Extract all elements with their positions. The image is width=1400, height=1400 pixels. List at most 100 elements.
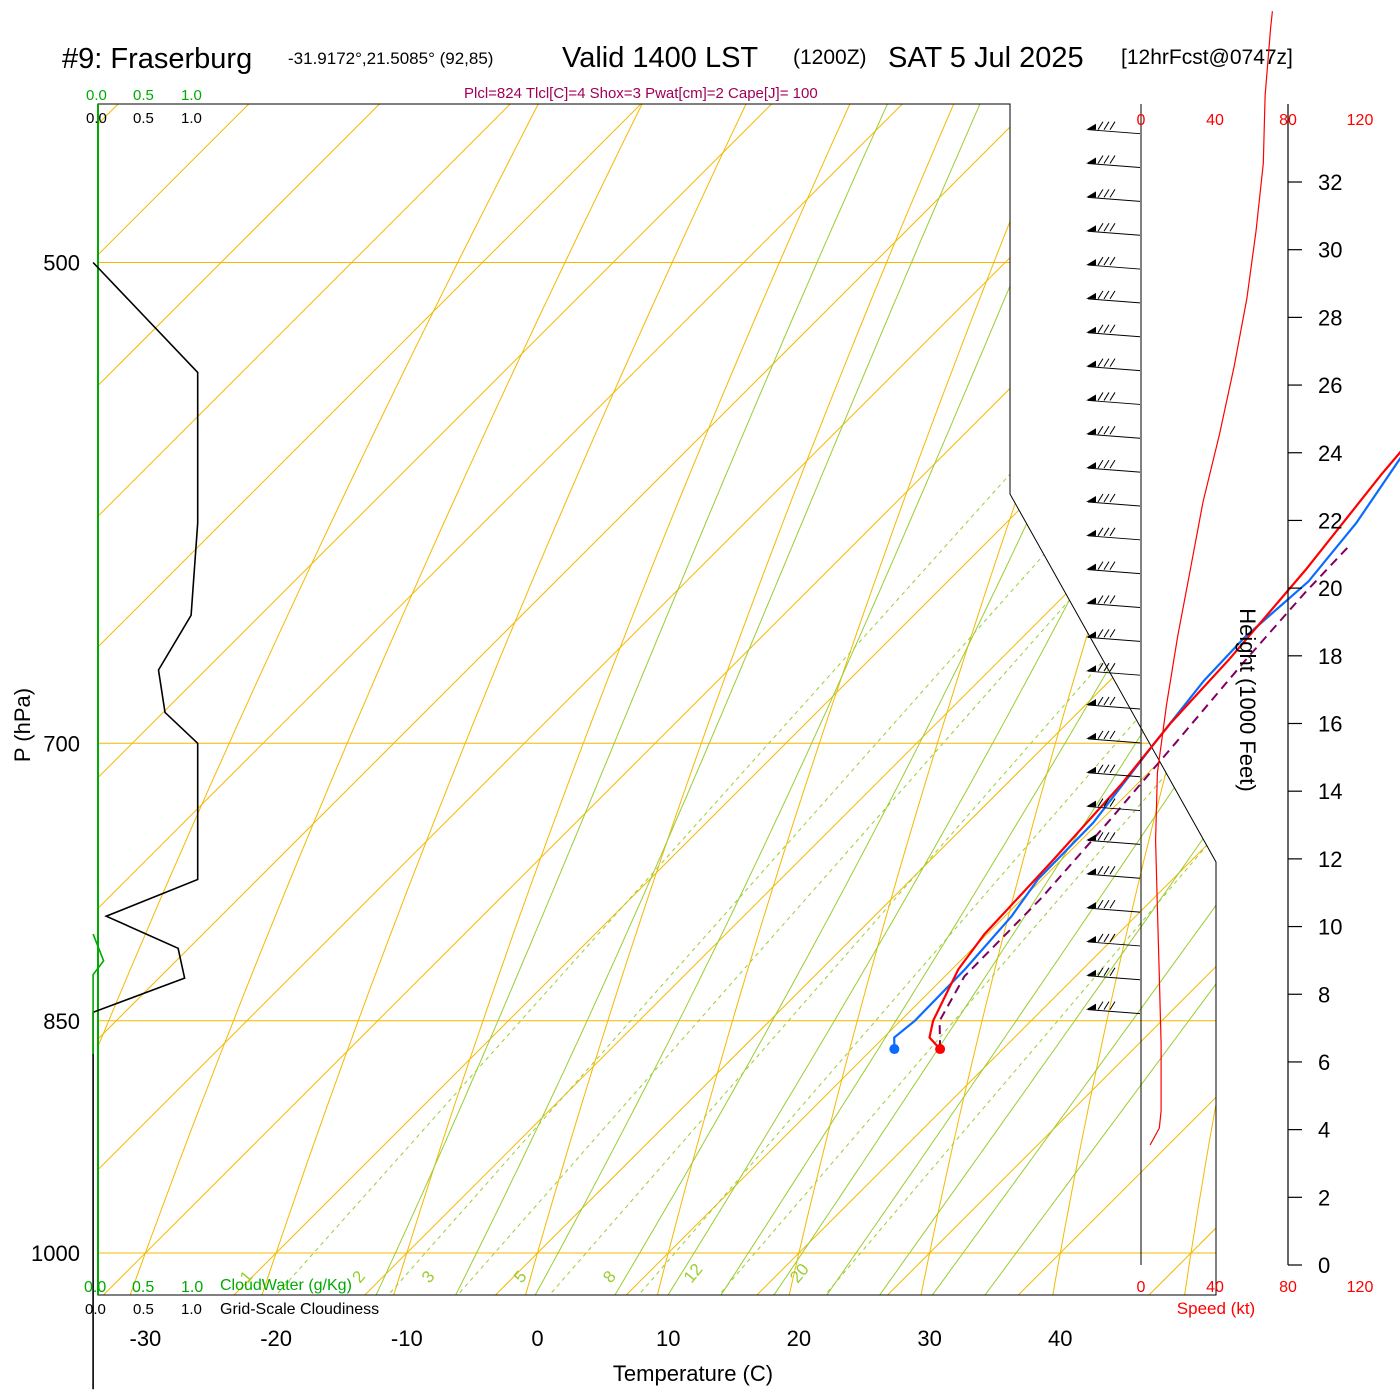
wind-barb-feather: [1097, 256, 1104, 266]
wind-barb-feather: [1109, 459, 1116, 469]
height-tick-label: 20: [1318, 576, 1342, 601]
speed-scale-top: 0 40 80 120: [1137, 112, 1374, 129]
wind-barb-staff: [1087, 569, 1141, 575]
wind-barb-feather: [1097, 662, 1104, 672]
wind-barb-feather: [1097, 967, 1104, 977]
mixing-ratio-label: 20: [786, 1260, 813, 1287]
wind-barb-feather: [1097, 358, 1104, 367]
wind-barb-staff: [1087, 264, 1141, 270]
isotherm-line: [98, 104, 1216, 1295]
wind-barb-staff: [1087, 975, 1141, 981]
wind-barb-flag: [1086, 495, 1096, 502]
wind-barb-feather: [1109, 493, 1116, 503]
height-tick-label: 24: [1318, 441, 1342, 466]
cloudiness-label: Grid-Scale Cloudiness: [220, 1301, 379, 1318]
wind-barb-flag: [1086, 699, 1096, 706]
wind-barb: [1086, 899, 1141, 913]
isotherm-line: [98, 104, 1216, 1295]
temperature-tick-label: -30: [130, 1326, 162, 1351]
wind-barb-staff: [1087, 129, 1141, 135]
wind-barb-feather: [1103, 967, 1110, 977]
mixing-ratio-line: [801, 104, 1216, 1295]
wind-barb-staff: [1087, 670, 1141, 676]
station-title: #9: Fraserburg: [62, 43, 252, 75]
temperature-axis: -30 -20 -10 0 10 20 30 40: [130, 1326, 1073, 1351]
isotherm-line: [859, 104, 1216, 1295]
wind-barb-staff: [1087, 399, 1141, 405]
wind-barb: [1086, 730, 1141, 744]
wind-barb-flag: [1086, 868, 1096, 875]
height-tick-label: 16: [1318, 712, 1342, 737]
wind-barb-feather: [1097, 426, 1104, 435]
y-axis-label: P (hPa): [10, 688, 35, 762]
wind-barb-feather: [1109, 967, 1116, 977]
pressure-tick-label: 700: [43, 731, 80, 756]
wind-barb-feather: [1103, 324, 1110, 334]
wind-barb-flag: [1086, 631, 1096, 638]
cloudiness-tick: 0.0: [86, 110, 107, 127]
temperature-tick-label: 30: [917, 1326, 941, 1351]
wind-barb-staff: [1087, 230, 1141, 236]
wind-barb-flag: [1086, 766, 1096, 773]
wind-barb-flag: [1086, 597, 1096, 604]
height-tick-label: 26: [1318, 373, 1342, 398]
wind-barb-feather: [1103, 459, 1110, 469]
temperature-tick-label: -10: [391, 1326, 423, 1351]
wind-barb-staff: [1087, 1009, 1141, 1015]
wind-barb-feather: [1103, 696, 1110, 706]
station-coords: -31.9172°,21.5085° (92,85): [288, 49, 493, 68]
speed-tick: 40: [1206, 1279, 1224, 1296]
wind-barb-feather: [1103, 865, 1110, 875]
wind-barb-feather: [1103, 1001, 1110, 1010]
grid-layer: [98, 104, 1216, 1295]
wind-barb: [1086, 967, 1141, 981]
wind-barb: [1086, 290, 1141, 304]
dry-adiabat-lines: [98, 104, 1216, 1295]
wind-barb-staff: [1087, 806, 1141, 812]
wind-barb-staff: [1087, 772, 1141, 778]
mixing-ratio-label: 3: [418, 1267, 439, 1286]
wind-barb-feather: [1109, 392, 1116, 401]
moist-adiabat-line: [650, 104, 1216, 1295]
wind-barb-feather: [1103, 290, 1110, 300]
cloud-water-line: [92, 933, 105, 1054]
temperature-tick-label: 0: [531, 1326, 543, 1351]
moist-adiabat-line: [598, 104, 1216, 1295]
stability-indices: Plcl=824 Tlcl[C]=4 Shox=3 Pwat[cm]=2 Cap…: [464, 85, 818, 102]
wind-barb-staff: [1087, 433, 1141, 439]
height-tick-label: 28: [1318, 305, 1342, 330]
wind-barb: [1086, 527, 1141, 541]
wind-barb-staff: [1087, 636, 1141, 642]
wind-barb-feather: [1103, 527, 1110, 537]
wind-barb-feather: [1109, 155, 1116, 164]
wind-barb-staff: [1087, 873, 1141, 879]
dry-adiabat-line: [98, 104, 1035, 1295]
mixing-ratio-line: [363, 104, 1216, 1295]
wind-barb-flag: [1086, 259, 1096, 266]
valid-time: Valid 1400 LST: [562, 42, 758, 74]
wind-barb-staff: [1087, 467, 1141, 473]
wind-barb-feather: [1103, 222, 1110, 232]
speed-tick: 120: [1347, 112, 1374, 129]
wind-barb-feather: [1103, 256, 1110, 266]
surface-temperature-marker: [935, 1044, 946, 1055]
height-tick-label: 22: [1318, 508, 1342, 533]
wind-barb-feather: [1097, 933, 1104, 943]
moist-adiabat-line: [754, 104, 1216, 1295]
height-tick-label: 32: [1318, 170, 1342, 195]
mixing-ratio-line: [614, 104, 1216, 1295]
wind-barb-feather: [1109, 256, 1116, 266]
cloudiness-tick: 1.0: [181, 1301, 202, 1318]
wind-barb-feather: [1109, 189, 1116, 198]
wind-barb-feather: [1103, 933, 1110, 943]
wind-barb: [1086, 798, 1141, 812]
isotherm-line: [336, 104, 1216, 1295]
wind-barb: [1086, 256, 1141, 270]
cloud-water-tick: 0.0: [84, 1279, 106, 1296]
wind-barb: [1086, 933, 1141, 947]
wind-barb-feather: [1103, 426, 1110, 435]
isotherm-line: [98, 104, 1216, 1295]
valid-date: SAT 5 Jul 2025: [888, 42, 1084, 74]
mixing-ratio-line: [433, 104, 1216, 1295]
wind-barb-feather: [1109, 358, 1116, 367]
